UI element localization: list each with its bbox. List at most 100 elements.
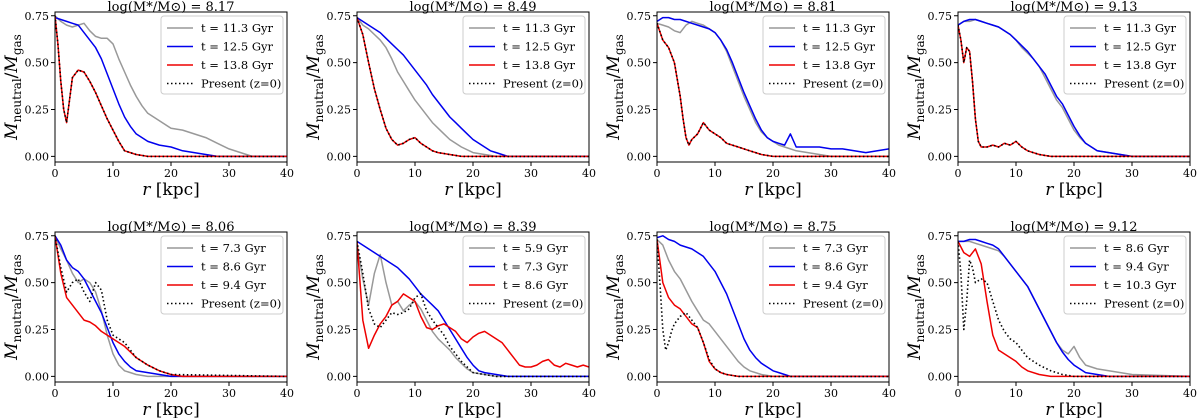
y-tick-label: 0.00 [327,150,352,163]
y-tick-label: 0.50 [25,57,50,70]
y-tick-label: 0.25 [928,104,953,117]
chart-title: log(M*/M⊙) = 8.06 [108,220,235,235]
series-line-present-z-0- [55,15,287,158]
series-line-t-11-3-gyr [657,20,889,158]
chart-title: log(M*/M⊙) = 8.39 [410,220,537,235]
x-tick-label: 30 [824,387,838,400]
legend-label: Present (z=0) [803,297,883,311]
x-tick-label: 20 [766,387,780,400]
x-tick-label: 40 [582,387,596,400]
legend-label: t = 12.5 Gyr [503,40,576,54]
legend-label: t = 12.5 Gyr [803,40,876,54]
x-tick-label: 30 [824,167,838,180]
chart-title: log(M*/M⊙) = 8.17 [108,0,235,15]
x-axis-label: r [kpc] [1045,180,1103,200]
series-line-t-12-5-gyr [958,18,1190,158]
legend-box [160,15,284,95]
legend: t = 11.3 Gyr t = 12.5 Gyr t = 13.8 Gyr Pres… [762,15,886,95]
legend-label: t = 7.3 Gyr [803,241,868,255]
legend-label: t = 13.8 Gyr [201,58,274,72]
chart-panel-5: log(M*/M⊙) = 8.06 0 10 20 30 40 0.00 0.25 0.50 0.… [2,220,294,418]
x-tick-label: 30 [1125,167,1139,180]
x-tick-label: 0 [52,167,59,180]
legend-label: t = 9.4 Gyr [803,278,868,292]
y-tick-label: 0.50 [928,277,953,290]
x-tick-label: 40 [1183,387,1197,400]
y-axis-label: Mneutral/Mgas [604,254,626,361]
legend-box [462,15,586,95]
y-tick-label: 0.50 [928,57,953,70]
y-tick-label: 0.00 [928,150,953,163]
y-tick-label: 0.50 [327,277,352,290]
y-tick-label: 0.50 [25,277,50,290]
legend: t = 7.3 Gyr t = 8.6 Gyr t = 9.4 Gyr Present… [762,235,886,315]
series-line-t-11-3-gyr [55,15,287,158]
legend-label: t = 8.6 Gyr [1104,241,1169,255]
x-tick-label: 40 [1183,167,1197,180]
x-axis-label: r [kpc] [1045,400,1103,418]
x-tick-label: 30 [524,387,538,400]
legend-box [762,235,886,315]
chart-panel-3: log(M*/M⊙) = 8.81 0 10 20 30 40 0.00 0.25 0.50 0.… [604,0,896,200]
x-tick-label: 30 [222,387,236,400]
legend-box [1063,235,1187,315]
legend-label: t = 13.8 Gyr [503,58,576,72]
series-line-t-9-4-gyr [55,235,287,378]
y-tick-label: 0.00 [928,370,953,383]
y-tick-label: 0.75 [627,230,652,243]
legend-box [462,235,586,315]
legend-label: Present (z=0) [1104,297,1184,311]
legend-label: t = 9.4 Gyr [201,278,266,292]
series-line-t-12-5-gyr [657,16,889,154]
legend-label: t = 8.6 Gyr [803,260,868,274]
x-axis-label: r [kpc] [142,400,200,418]
y-axis-label: Mneutral/Mgas [2,254,24,361]
y-tick-label: 0.25 [327,104,352,117]
x-tick-label: 20 [466,387,480,400]
x-tick-label: 20 [164,167,178,180]
y-tick-label: 0.75 [25,230,50,243]
x-tick-label: 0 [354,387,361,400]
legend-label: t = 7.3 Gyr [503,260,568,274]
x-tick-label: 40 [882,387,896,400]
y-axis-label: Mneutral/Mgas [905,34,927,141]
chart-panel-4: log(M*/M⊙) = 9.13 0 10 20 30 40 0.00 0.25 0.50 0.… [905,0,1197,200]
legend: t = 5.9 Gyr t = 7.3 Gyr t = 8.6 Gyr Present… [462,235,586,315]
y-tick-label: 0.25 [627,324,652,337]
chart-panel-6: log(M*/M⊙) = 8.39 0 10 20 30 40 0.00 0.25 0.50 0.… [304,220,596,418]
y-tick-label: 0.00 [627,150,652,163]
x-tick-label: 10 [708,167,722,180]
legend-label: t = 9.4 Gyr [1104,260,1169,274]
x-tick-label: 10 [106,167,120,180]
series-line-t-10-3-gyr [958,241,1190,378]
y-tick-label: 0.50 [627,57,652,70]
series-line-t-9-4-gyr [657,239,889,378]
x-tick-label: 40 [280,167,294,180]
x-tick-label: 10 [1009,167,1023,180]
legend-box [762,15,886,95]
legend-label: t = 11.3 Gyr [1104,21,1177,35]
y-tick-label: 0.50 [627,277,652,290]
legend-label: Present (z=0) [803,77,883,91]
series-line-t-11-3-gyr [357,17,589,158]
x-tick-label: 20 [1067,167,1081,180]
x-tick-label: 20 [766,167,780,180]
series-line-t-13-8-gyr [958,24,1190,158]
series-line-t-7-3-gyr [657,238,889,378]
legend-label: t = 8.6 Gyr [201,260,266,274]
y-tick-label: 0.75 [25,10,50,23]
y-tick-label: 0.75 [327,10,352,23]
y-tick-label: 0.00 [327,370,352,383]
legend-label: Present (z=0) [503,297,583,311]
y-axis-label: Mneutral/Mgas [304,34,326,141]
series-line-t-12-5-gyr [357,16,589,158]
x-tick-label: 10 [408,387,422,400]
series-line-t-9-4-gyr [958,238,1190,378]
x-tick-label: 10 [1009,387,1023,400]
chart-title: log(M*/M⊙) = 8.81 [710,0,837,15]
legend-label: t = 5.9 Gyr [503,241,568,255]
x-tick-label: 0 [955,387,962,400]
x-tick-label: 10 [408,167,422,180]
legend-label: t = 7.3 Gyr [201,241,266,255]
legend-label: Present (z=0) [201,297,281,311]
